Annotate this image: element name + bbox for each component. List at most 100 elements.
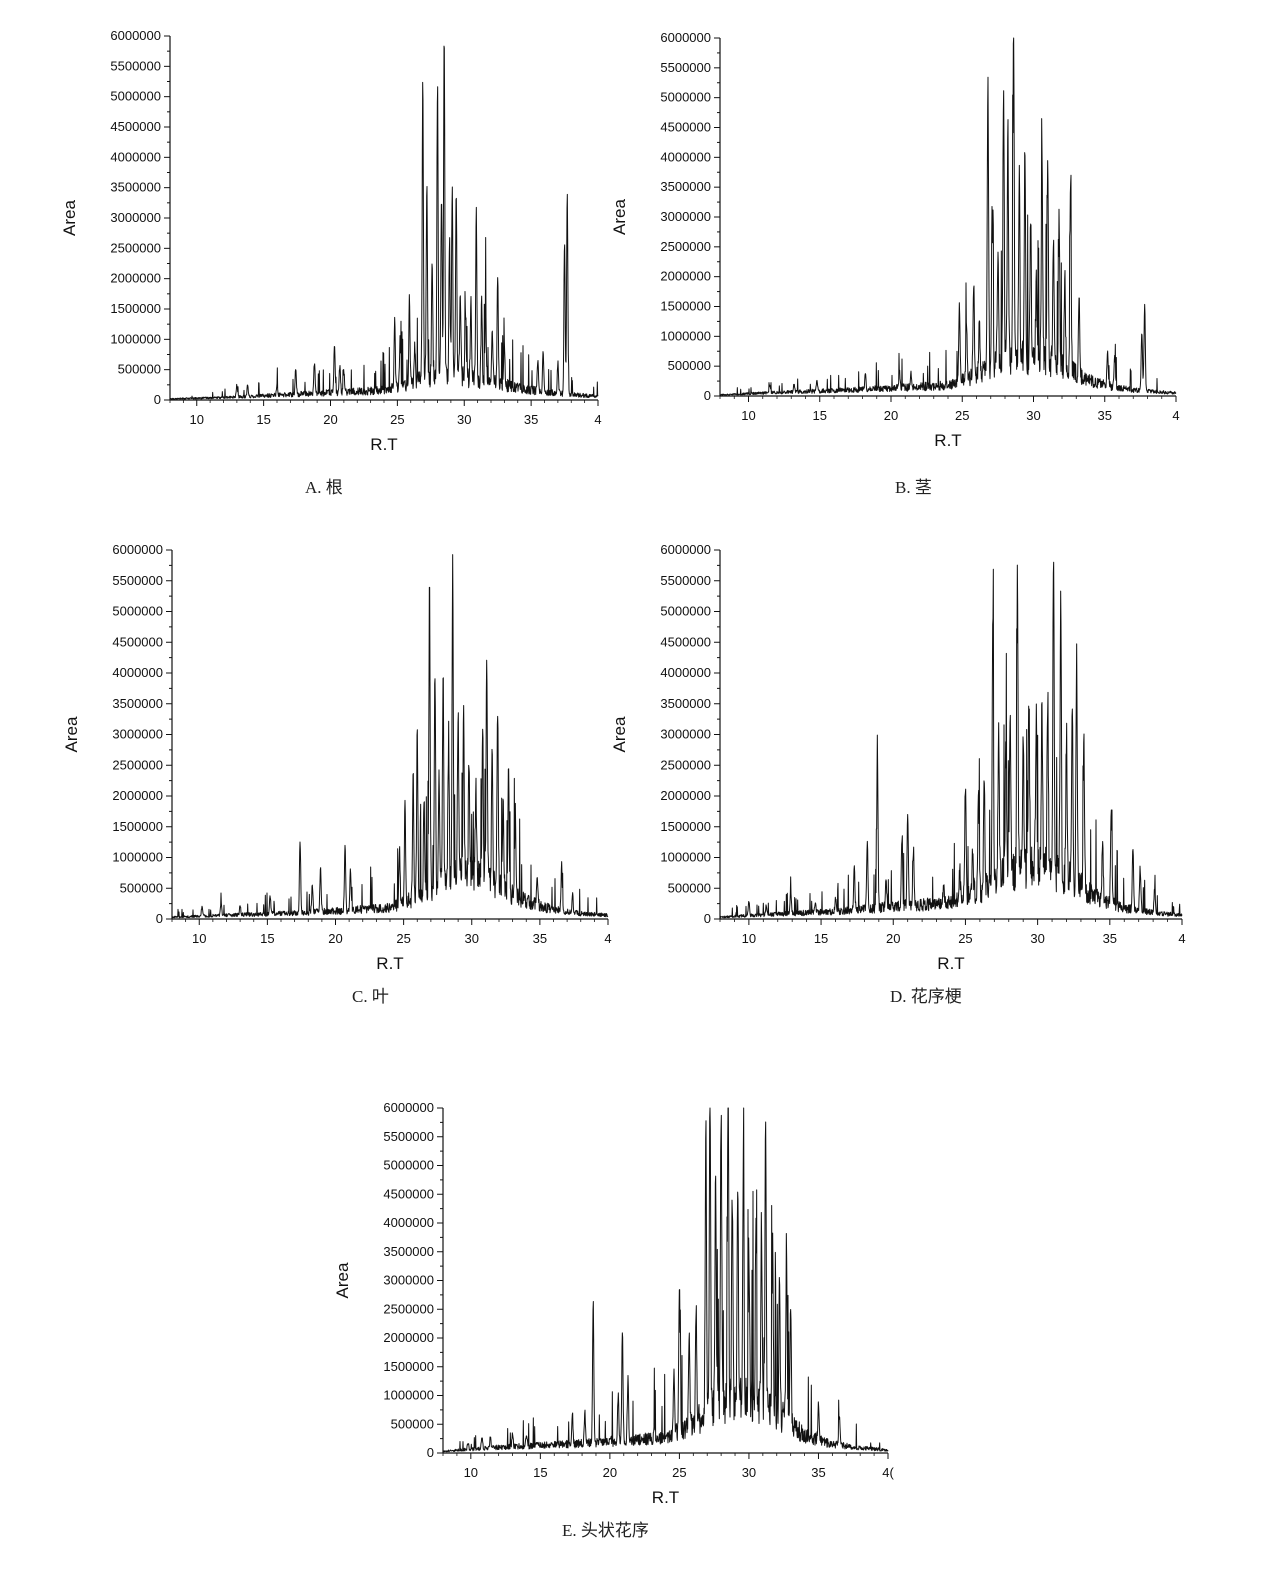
x-tick-label: 4	[604, 931, 611, 946]
y-tick-label: 2500000	[660, 757, 711, 772]
x-tick-label: 4(	[882, 1465, 894, 1480]
y-tick-label: 3500000	[383, 1244, 434, 1259]
y-tick-label: 5000000	[660, 604, 711, 619]
y-tick-label: 6000000	[110, 28, 161, 43]
chromatogram-trace	[171, 554, 609, 919]
x-tick-label: 25	[672, 1465, 686, 1480]
y-tick-label: 0	[427, 1445, 434, 1460]
x-axis-title: R.T	[652, 1488, 679, 1507]
y-tick-label: 5000000	[112, 604, 163, 619]
y-tick-label: 4000000	[660, 665, 711, 680]
y-tick-label: 1500000	[110, 301, 161, 316]
y-tick-label: 4500000	[383, 1186, 434, 1201]
y-tick-label: 2500000	[110, 240, 161, 255]
x-tick-label: 10	[190, 412, 204, 427]
y-tick-label: 4000000	[383, 1215, 434, 1230]
y-tick-label: 5500000	[110, 58, 161, 73]
x-tick-label: 10	[741, 408, 755, 423]
chart-panel-a: 0 500000 1000000 1500000 2000000 2500000 30000…	[0, 0, 640, 500]
y-tick-label: 0	[156, 911, 163, 926]
y-tick-label: 6000000	[660, 542, 711, 557]
chart-panel-c: 0 500000 1000000 1500000 2000000 2500000 30000…	[0, 530, 640, 1010]
y-tick-label: 1500000	[112, 819, 163, 834]
x-tick-label: 10	[464, 1465, 478, 1480]
y-tick-label: 3000000	[110, 210, 161, 225]
y-tick-label: 500000	[118, 362, 161, 377]
chromatogram-trace	[442, 1107, 889, 1453]
y-axis-title: Area	[610, 199, 629, 235]
x-tick-label: 30	[465, 931, 479, 946]
y-tick-label: 4000000	[660, 149, 711, 164]
y-tick-label: 2000000	[112, 788, 163, 803]
x-tick-label: 35	[533, 931, 547, 946]
x-tick-label: 25	[396, 931, 410, 946]
y-tick-label: 1000000	[383, 1388, 434, 1403]
y-tick-label: 2000000	[660, 269, 711, 284]
y-tick-label: 3000000	[112, 727, 163, 742]
y-tick-label: 1500000	[383, 1359, 434, 1374]
y-axis-title: Area	[60, 200, 79, 236]
chart-e-caption: E. 头状花序	[562, 1521, 649, 1540]
y-tick-label: 500000	[120, 880, 163, 895]
y-tick-label: 5500000	[660, 573, 711, 588]
x-axis-title: R.T	[376, 954, 403, 973]
x-tick-label: 25	[955, 408, 969, 423]
chart-c-caption: C. 叶	[352, 987, 389, 1006]
y-tick-label: 1500000	[660, 299, 711, 314]
y-tick-label: 5500000	[660, 60, 711, 75]
x-axis-title: R.T	[370, 435, 397, 454]
chart-a: 0 500000 1000000 1500000 2000000 2500000 30000…	[60, 28, 602, 454]
chart-e: 0 500000 1000000 1500000 2000000 2500000 30000…	[333, 1100, 894, 1507]
y-tick-label: 2500000	[112, 757, 163, 772]
x-tick-label: 15	[814, 931, 828, 946]
y-tick-label: 500000	[668, 880, 711, 895]
y-tick-label: 6000000	[112, 542, 163, 557]
y-tick-label: 6000000	[383, 1100, 434, 1115]
y-tick-label: 3500000	[660, 179, 711, 194]
y-tick-label: 5000000	[110, 89, 161, 104]
chart-b-caption: B. 茎	[895, 478, 932, 497]
x-tick-label: 15	[260, 931, 274, 946]
x-tick-label: 15	[813, 408, 827, 423]
x-axis-title: R.T	[937, 954, 964, 973]
y-tick-label: 1500000	[660, 819, 711, 834]
chromatogram-trace	[169, 45, 599, 400]
y-tick-label: 4500000	[112, 634, 163, 649]
y-tick-label: 3500000	[110, 180, 161, 195]
y-tick-label: 3000000	[660, 727, 711, 742]
x-tick-label: 15	[256, 412, 270, 427]
y-tick-label: 1000000	[110, 331, 161, 346]
y-tick-label: 1000000	[660, 850, 711, 865]
y-tick-label: 4000000	[112, 665, 163, 680]
y-tick-label: 2000000	[383, 1330, 434, 1345]
x-tick-label: 20	[603, 1465, 617, 1480]
y-tick-label: 500000	[391, 1416, 434, 1431]
x-tick-label: 25	[958, 931, 972, 946]
chart-c: 0 500000 1000000 1500000 2000000 2500000 30000…	[62, 542, 612, 973]
x-tick-label: 30	[1030, 931, 1044, 946]
x-tick-label: 10	[742, 931, 756, 946]
y-tick-label: 0	[704, 911, 711, 926]
x-tick-label: 35	[1098, 408, 1112, 423]
y-tick-label: 4500000	[660, 120, 711, 135]
y-tick-label: 5000000	[383, 1158, 434, 1173]
x-tick-label: 35	[1103, 931, 1117, 946]
x-tick-label: 4	[1178, 931, 1185, 946]
y-tick-label: 3000000	[383, 1273, 434, 1288]
y-tick-label: 5500000	[112, 573, 163, 588]
x-tick-label: 30	[742, 1465, 756, 1480]
y-tick-label: 1000000	[660, 328, 711, 343]
y-tick-label: 5000000	[660, 90, 711, 105]
x-tick-label: 20	[323, 412, 337, 427]
y-tick-label: 0	[154, 392, 161, 407]
x-axis-title: R.T	[934, 431, 961, 450]
x-tick-label: 4	[1172, 408, 1179, 423]
y-tick-label: 2000000	[110, 271, 161, 286]
y-tick-label: 4500000	[110, 119, 161, 134]
y-tick-label: 6000000	[660, 30, 711, 45]
y-tick-label: 2000000	[660, 788, 711, 803]
x-tick-label: 4	[594, 412, 601, 427]
y-tick-label: 3500000	[112, 696, 163, 711]
chart-d: 0 500000 1000000 1500000 2000000 2500000 30000…	[610, 542, 1186, 973]
x-tick-label: 20	[328, 931, 342, 946]
